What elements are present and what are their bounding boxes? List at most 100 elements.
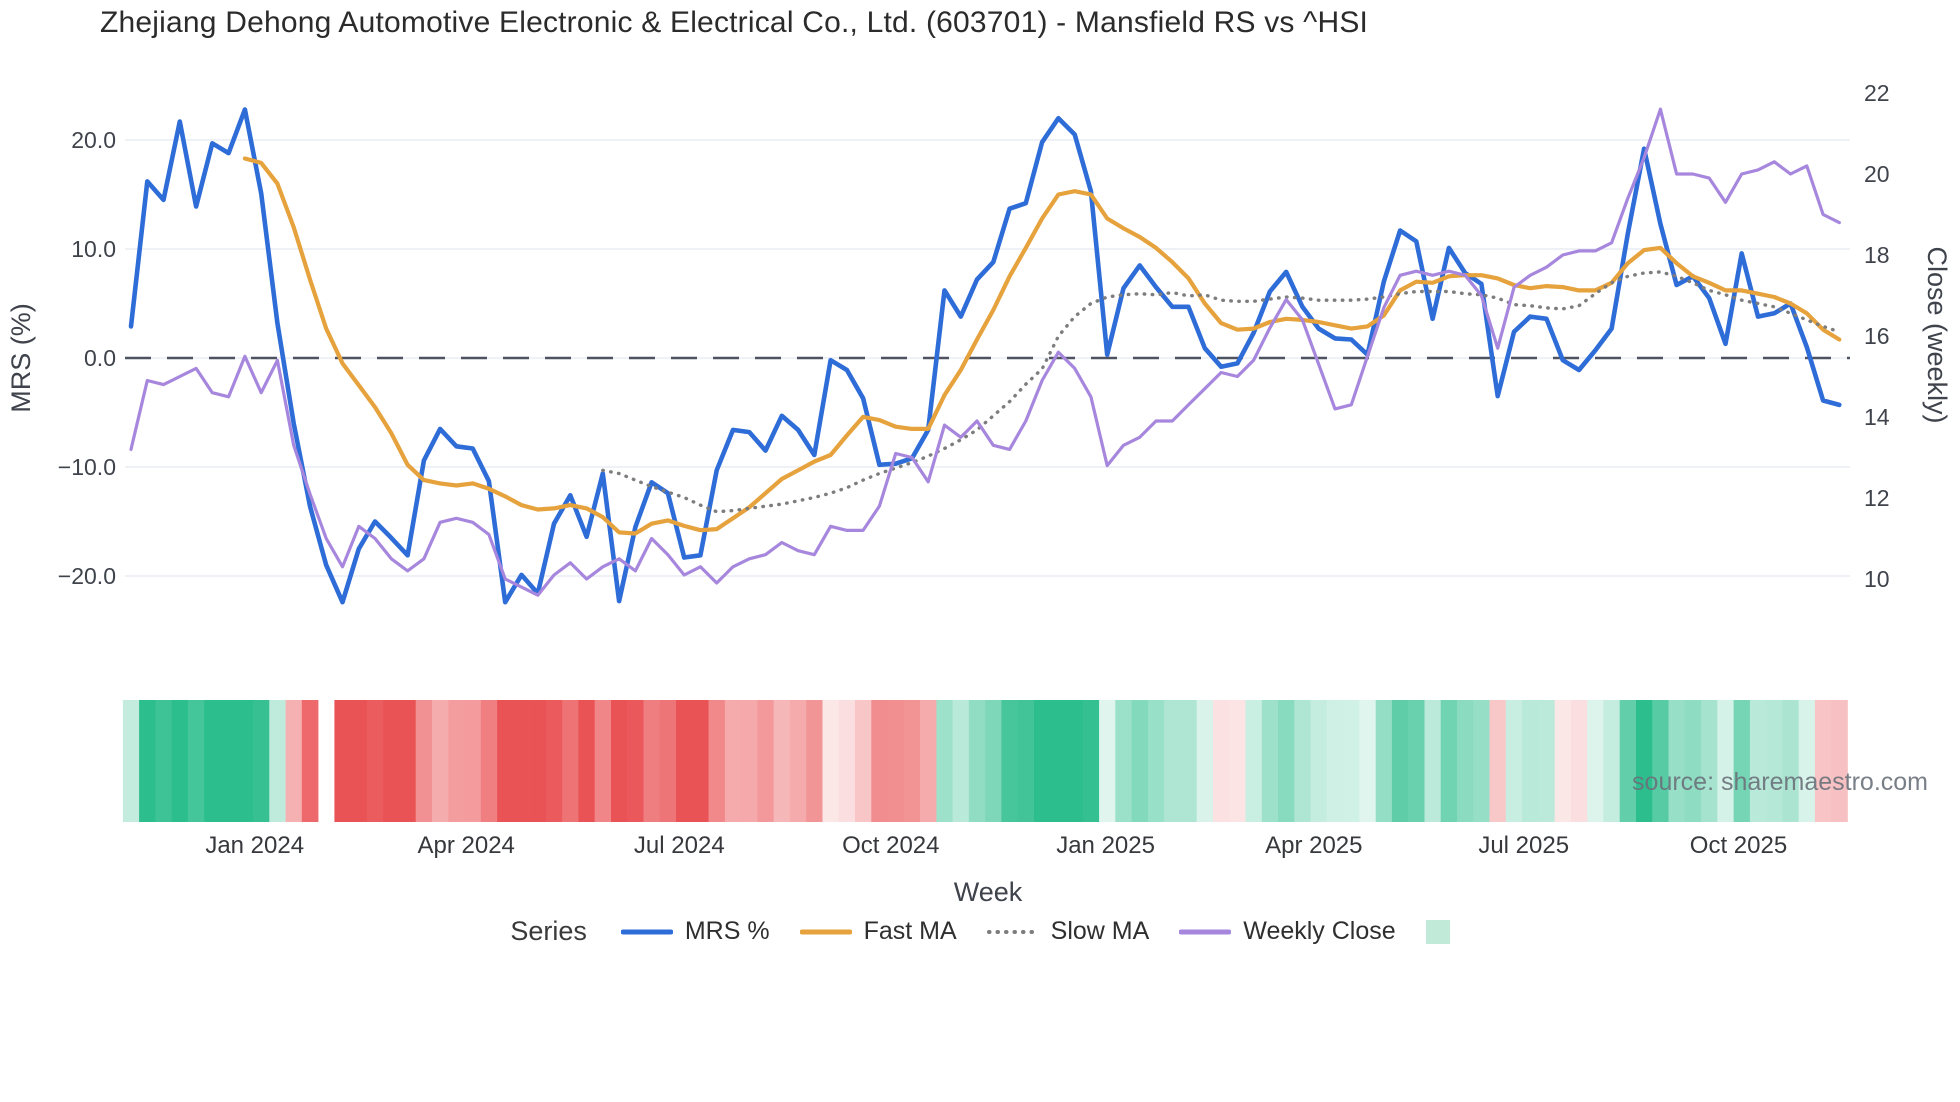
legend-items: MRS % Fast MA Slow MA Weekly Close bbox=[620, 917, 1450, 946]
heatmap-cell bbox=[903, 700, 921, 822]
heatmap-cell bbox=[187, 700, 205, 822]
heatmap-cell bbox=[708, 700, 726, 822]
heatmap-cell bbox=[415, 700, 433, 822]
heatmap-cell bbox=[724, 700, 742, 822]
heatmap-cell bbox=[1164, 700, 1181, 822]
heatmap-cell bbox=[692, 700, 709, 822]
heatmap-cell bbox=[464, 700, 482, 822]
heatmap-cell bbox=[1505, 700, 1523, 822]
heatmap-cell bbox=[1701, 700, 1718, 822]
heatmap-cell bbox=[1310, 700, 1328, 822]
heatmap-cell bbox=[985, 700, 1002, 822]
heatmap-cell bbox=[1798, 700, 1816, 822]
heatmap-cell bbox=[757, 700, 775, 822]
heatmap-cell bbox=[920, 700, 937, 822]
heatmap-cell bbox=[480, 700, 498, 822]
heatmap-cell bbox=[578, 700, 596, 822]
legend-item-weekly-close[interactable]: Weekly Close bbox=[1179, 917, 1396, 946]
heatmap-cell bbox=[529, 700, 547, 822]
heatmap-cell bbox=[285, 700, 303, 822]
heatmap-cell bbox=[871, 700, 888, 822]
heatmap-cell bbox=[1017, 700, 1035, 822]
heatmap-cell bbox=[1391, 700, 1409, 822]
heatmap-cell bbox=[936, 700, 954, 822]
svg-text:−10.0: −10.0 bbox=[58, 454, 116, 480]
legend-heatmap-swatch[interactable] bbox=[1425, 919, 1450, 944]
x-ticks: Jan 2024 Apr 2024 Jul 2024 Oct 2024 Jan 2025… bbox=[205, 832, 1787, 859]
heatmap-cell bbox=[139, 700, 156, 822]
heatmap-cell bbox=[236, 700, 254, 822]
heatmap-cell bbox=[399, 700, 417, 822]
heatmap-cell bbox=[1766, 700, 1783, 822]
heatmap-cell bbox=[1375, 700, 1393, 822]
legend-item-mrs-[interactable]: MRS % bbox=[620, 917, 770, 946]
svg-text:22: 22 bbox=[1864, 80, 1890, 106]
legend-line-swatch bbox=[799, 919, 852, 945]
heatmap-cell bbox=[773, 700, 791, 822]
legend-title: Series bbox=[510, 916, 587, 946]
heatmap-cell bbox=[676, 700, 693, 822]
heatmap-cell bbox=[1099, 700, 1116, 822]
heatmap-cell bbox=[1603, 700, 1621, 822]
heatmap-cell bbox=[1636, 700, 1653, 822]
heatmap-cell bbox=[155, 700, 173, 822]
legend-item-label: Fast MA bbox=[863, 917, 957, 945]
heatmap-cell bbox=[1554, 700, 1572, 822]
heatmap-cell bbox=[497, 700, 514, 822]
heatmap-cell bbox=[627, 700, 644, 822]
heatmap-cell bbox=[301, 700, 319, 822]
heatmap-cell bbox=[350, 700, 368, 822]
heatmap-cell bbox=[171, 700, 189, 822]
heatmap-cell bbox=[952, 700, 970, 822]
heatmap-strip bbox=[122, 700, 1848, 822]
svg-text:16: 16 bbox=[1864, 323, 1890, 349]
svg-text:18: 18 bbox=[1864, 242, 1890, 268]
legend-item-label: Weekly Close bbox=[1243, 917, 1396, 945]
legend: Series MRS % Fast MA Slow MA Weekly Close bbox=[0, 916, 1960, 947]
heatmap-cell bbox=[253, 700, 270, 822]
heatmap-cell bbox=[448, 700, 465, 822]
heatmap-cell bbox=[122, 700, 140, 822]
svg-text:−20.0: −20.0 bbox=[58, 563, 116, 589]
svg-text:10: 10 bbox=[1864, 566, 1890, 592]
heatmap-cell bbox=[545, 700, 563, 822]
svg-text:12: 12 bbox=[1864, 485, 1890, 511]
svg-text:10.0: 10.0 bbox=[71, 236, 116, 262]
heatmap-cell bbox=[1261, 700, 1279, 822]
heatmap-cell bbox=[432, 700, 449, 822]
heatmap-cell bbox=[1180, 700, 1198, 822]
heatmap-cell bbox=[594, 700, 612, 822]
x-axis-title: Week bbox=[954, 877, 1023, 907]
svg-text:Jan 2025: Jan 2025 bbox=[1056, 832, 1155, 859]
heatmap-cell bbox=[1814, 700, 1832, 822]
heatmap-cell bbox=[838, 700, 856, 822]
svg-text:20: 20 bbox=[1864, 161, 1890, 187]
heatmap-cell bbox=[1749, 700, 1767, 822]
legend-item-label: Slow MA bbox=[1050, 917, 1150, 945]
heatmap-cell bbox=[1294, 700, 1311, 822]
heatmap-cell bbox=[1229, 700, 1246, 822]
heatmap-cell bbox=[1196, 700, 1214, 822]
heatmap-cell bbox=[806, 700, 823, 822]
heatmap-cell bbox=[1359, 700, 1377, 822]
heatmap-cell bbox=[1147, 700, 1165, 822]
heatmap-cell bbox=[1733, 700, 1751, 822]
heatmap-cell bbox=[1408, 700, 1425, 822]
legend-item-slow-ma[interactable]: Slow MA bbox=[986, 917, 1150, 946]
heatmap-cell bbox=[1440, 700, 1458, 822]
heatmap-cell bbox=[366, 700, 384, 822]
heatmap-cell bbox=[1619, 700, 1637, 822]
heatmap-cell bbox=[789, 700, 807, 822]
series-line-slow-ma bbox=[601, 270, 1841, 514]
heatmap-cell bbox=[1245, 700, 1263, 822]
y-left-ticks: 20.0 10.0 0.0 −10.0 −20.0 bbox=[58, 127, 116, 589]
heatmap-cell bbox=[1473, 700, 1490, 822]
heatmap-cell bbox=[1424, 700, 1442, 822]
y-right-axis-title: Close (weekly) bbox=[1922, 246, 1952, 423]
svg-text:Apr 2025: Apr 2025 bbox=[1265, 832, 1362, 859]
svg-text:Jul 2024: Jul 2024 bbox=[634, 832, 725, 859]
legend-item-fast-ma[interactable]: Fast MA bbox=[799, 917, 957, 946]
heatmap-cell bbox=[1489, 700, 1507, 822]
